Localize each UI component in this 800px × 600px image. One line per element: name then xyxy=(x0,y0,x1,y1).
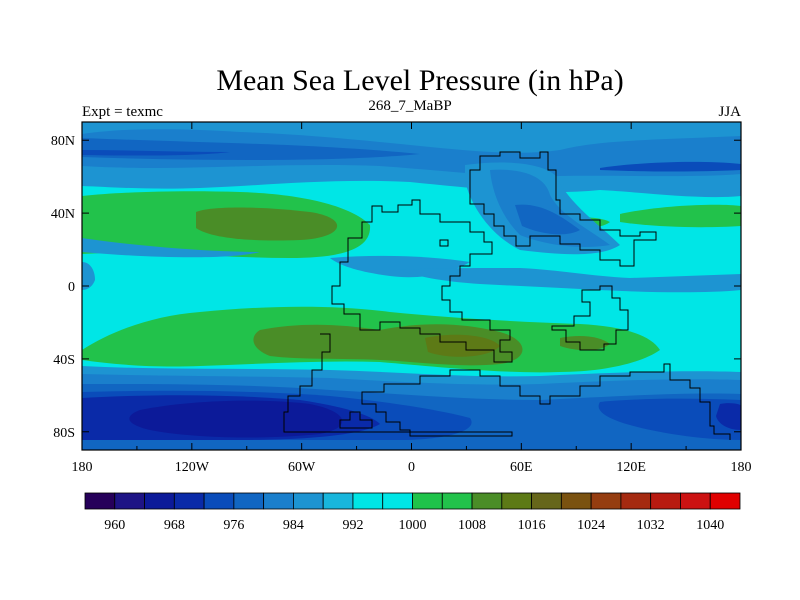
band-north-980-east xyxy=(600,161,741,172)
colorbar-swatch xyxy=(590,492,622,510)
coastline-pangea-west xyxy=(331,199,513,363)
colorbar-swatch xyxy=(531,492,562,510)
y-axis: 80N 40N 0 40S 80S xyxy=(51,134,741,441)
colorbar: 960 968 976 984 992 1000 1008 1016 1024 1032 1040 xyxy=(84,492,741,533)
coastline-pangea-north xyxy=(469,151,657,267)
colorbar-swatch xyxy=(293,492,324,510)
colorbar-label: 1024 xyxy=(577,518,605,533)
asian-low-984 xyxy=(515,204,580,235)
colorbar-swatch xyxy=(173,492,205,510)
ridge-south-east xyxy=(560,336,610,351)
colorbar-swatch xyxy=(709,492,741,510)
asian-low-988 xyxy=(490,169,610,247)
colorbar-swatch xyxy=(322,492,354,510)
x-tick-label: 60E xyxy=(510,460,533,475)
colorbar-label: 960 xyxy=(104,518,125,533)
colorbar-swatch xyxy=(650,492,681,510)
colorbar-swatch xyxy=(144,492,175,510)
y-tick-label: 40S xyxy=(53,353,75,368)
ridge-south-1020 xyxy=(425,334,500,357)
colorbar-swatch xyxy=(233,492,265,510)
colorbar-swatch xyxy=(114,492,145,510)
x-tick-label: 120W xyxy=(175,460,210,475)
coastline-island xyxy=(439,239,449,247)
y-tick-label: 80S xyxy=(53,426,75,441)
y-tick-label: 0 xyxy=(68,280,75,295)
colorbar-swatch xyxy=(501,492,532,510)
y-tick-label: 40N xyxy=(51,207,75,222)
x-tick-label: 180 xyxy=(72,460,93,475)
x-tick-label: 180 xyxy=(731,460,752,475)
colorbar-label: 984 xyxy=(283,518,304,533)
colorbar-swatch xyxy=(620,492,652,510)
colorbar-swatch xyxy=(471,492,503,510)
band-north-992c xyxy=(82,238,260,258)
run-label: 268_7_MaBP xyxy=(368,98,451,114)
x-tick-label: 0 xyxy=(408,460,415,475)
coastline-inner-bay xyxy=(339,411,373,429)
colorbar-swatch xyxy=(203,492,235,510)
equatorial-992b xyxy=(400,268,741,293)
colorbar-swatch xyxy=(441,492,473,510)
colorbar-swatch xyxy=(352,492,384,510)
chart-title: Mean Sea Level Pressure (in hPa) xyxy=(216,64,623,97)
ridge-northeast-1008 xyxy=(620,204,741,228)
band-south-968 xyxy=(129,400,343,438)
colorbar-label: 992 xyxy=(342,518,363,533)
ridge-north-1016 xyxy=(196,207,338,241)
band-south-980-east xyxy=(598,398,741,440)
experiment-label: Expt = texmc xyxy=(82,104,163,120)
pressure-map xyxy=(82,122,741,450)
colorbar-swatch xyxy=(84,492,116,510)
band-south-east-low xyxy=(716,403,741,430)
colorbar-label: 1000 xyxy=(399,518,427,533)
colorbar-swatch xyxy=(560,492,592,510)
colorbar-label: 1032 xyxy=(637,518,665,533)
colorbar-swatch xyxy=(412,492,443,510)
x-tick-label: 60W xyxy=(288,460,316,475)
colorbar-label: 968 xyxy=(164,518,185,533)
coastline-gondwana-south xyxy=(283,333,731,440)
season-label: JJA xyxy=(718,104,741,120)
equatorial-west xyxy=(82,262,95,290)
colorbar-label: 1008 xyxy=(458,518,486,533)
x-axis: 180 120W 60W 0 60E 120E 180 xyxy=(72,122,752,475)
band-north-980 xyxy=(82,150,230,156)
y-tick-label: 80N xyxy=(51,134,75,149)
x-tick-label: 120E xyxy=(616,460,646,475)
coastlines xyxy=(283,151,731,440)
colorbar-swatch xyxy=(382,492,413,510)
colorbar-swatch xyxy=(680,492,711,510)
colorbar-label: 1040 xyxy=(696,518,724,533)
band-north-988 xyxy=(82,129,741,177)
colorbar-swatch xyxy=(263,492,294,510)
colorbar-label: 1016 xyxy=(518,518,546,533)
colorbar-label: 976 xyxy=(223,518,244,533)
coastline-southeast xyxy=(551,285,629,351)
